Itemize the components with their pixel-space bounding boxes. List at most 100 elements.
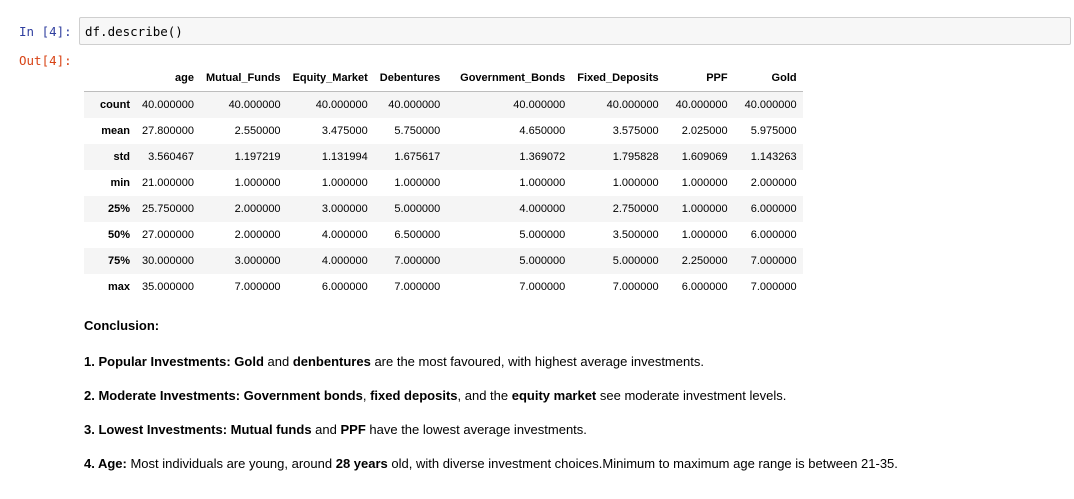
table-cell: 5.000000 (519, 255, 566, 267)
table-cell: 1.000000 (234, 177, 281, 189)
table-cell: 7.000000 (612, 281, 659, 293)
point-bold-text: Mutual funds (230, 422, 312, 437)
table-cell: 2.000000 (750, 177, 797, 189)
table-cell: 25.750000 (142, 203, 194, 215)
table-row: max 35.000000 7.000000 6.000000 7.000000 7.00… (84, 274, 803, 300)
table-cell: 1.000000 (321, 177, 368, 189)
table-cell: 5.000000 (519, 229, 566, 241)
table-row: count 40.000000 40.000000 40.000000 40.00000… (84, 91, 803, 118)
point-bold-text: PPF (340, 422, 366, 437)
table-cell: 2.025000 (681, 125, 728, 137)
point-text: and (263, 354, 293, 369)
table-cell: 2.000000 (234, 203, 281, 215)
column-header-debentures: Debentures (379, 72, 441, 84)
point-bold-text: 28 years (335, 456, 388, 471)
table-cell: 1.795828 (612, 151, 659, 163)
table-cell: 4.000000 (519, 203, 566, 215)
table-cell: 1.131994 (321, 151, 368, 163)
table-cell: 1.675617 (394, 151, 441, 163)
point-title: 3. Lowest Investments: (84, 422, 228, 437)
point-title: 2. Moderate Investments: (84, 388, 241, 403)
table-cell: 5.750000 (394, 125, 441, 137)
table-cell: 40.000000 (388, 99, 441, 111)
table-cell: 6.000000 (681, 281, 728, 293)
table-cell: 6.500000 (394, 229, 441, 241)
table-cell: 7.000000 (750, 281, 797, 293)
table-cell: 1.000000 (681, 229, 728, 241)
table-cell: 40.000000 (606, 99, 659, 111)
column-header-equity-market: Equity_Market (292, 72, 368, 84)
table-cell: 2.250000 (681, 255, 728, 267)
table-cell: 5.975000 (750, 125, 797, 137)
row-index-label: max (107, 281, 130, 293)
input-prompt: In [4]: (19, 24, 72, 39)
table-cell: 1.000000 (681, 203, 728, 215)
table-cell: 3.560467 (148, 151, 194, 163)
point-bold-text: denbentures (292, 354, 371, 369)
conclusion-point-lowest: 3. Lowest Investments: Mutual funds and … (84, 422, 1064, 438)
table-cell: 40.000000 (744, 99, 797, 111)
describe-table: age Mutual_Funds Equity_Market Debenture… (84, 65, 803, 300)
index-header (84, 65, 136, 92)
code-text[interactable]: df.describe() (85, 24, 183, 39)
table-cell: 6.000000 (750, 229, 797, 241)
table-cell: 5.000000 (612, 255, 659, 267)
table-cell: 7.000000 (519, 281, 566, 293)
point-bold-text: Gold (234, 354, 264, 369)
table-cell: 2.550000 (234, 125, 281, 137)
table-cell: 27.000000 (142, 229, 194, 241)
table-cell: 2.750000 (612, 203, 659, 215)
point-title: 1. Popular Investments: (84, 354, 231, 369)
point-text: , (362, 388, 371, 403)
table-cell: 7.000000 (750, 255, 797, 267)
point-text: old, with diverse investment choices.Min… (387, 456, 898, 471)
table-cell: 1.143263 (750, 151, 797, 163)
table-cell: 2.000000 (234, 229, 281, 241)
point-text: see moderate investment levels. (596, 388, 787, 403)
column-header-government-bonds: Government_Bonds (460, 72, 566, 84)
point-text: , and the (457, 388, 512, 403)
table-cell: 35.000000 (142, 281, 194, 293)
table-cell: 6.000000 (321, 281, 368, 293)
table-cell: 1.000000 (519, 177, 566, 189)
table-row: 25% 25.750000 2.000000 3.000000 5.000000 4.00… (84, 196, 803, 222)
table-cell: 40.000000 (675, 99, 728, 111)
table-header-row: age Mutual_Funds Equity_Market Debenture… (84, 65, 803, 92)
conclusion-heading: Conclusion: (84, 318, 160, 333)
row-index-label: 25% (107, 203, 130, 215)
table-cell: 40.000000 (228, 99, 281, 111)
table-cell: 7.000000 (394, 281, 441, 293)
table-cell: 7.000000 (234, 281, 281, 293)
column-header-gold: Gold (771, 72, 797, 84)
table-cell: 40.000000 (315, 99, 368, 111)
table-cell: 1.369072 (519, 151, 566, 163)
table-cell: 27.800000 (142, 125, 194, 137)
table-row: 50% 27.000000 2.000000 4.000000 6.500000 5.00… (84, 222, 803, 248)
conclusion-section: Conclusion: 1. Popular Investments: Gold… (84, 318, 1064, 490)
table-cell: 1.609069 (681, 151, 728, 163)
table-cell: 1.197219 (234, 151, 281, 163)
column-header-ppf: PPF (706, 72, 728, 84)
conclusion-point-age: 4. Age: Most individuals are young, arou… (84, 456, 1064, 472)
table-cell: 1.000000 (681, 177, 728, 189)
table-cell: 40.000000 (513, 99, 566, 111)
table-cell: 6.000000 (750, 203, 797, 215)
table-cell: 4.000000 (321, 229, 368, 241)
output-prompt: Out[4]: (19, 53, 72, 68)
column-header-fixed-deposits: Fixed_Deposits (577, 72, 659, 84)
point-bold-text: equity market (511, 388, 597, 403)
table-cell: 3.000000 (234, 255, 281, 267)
row-index-label: mean (101, 125, 130, 137)
table-row: 75% 30.000000 3.000000 4.000000 7.000000 5.00… (84, 248, 803, 274)
table-row: min 21.000000 1.000000 1.000000 1.000000 1.00… (84, 170, 803, 196)
table-cell: 4.650000 (519, 125, 566, 137)
table-row: mean 27.800000 2.550000 3.475000 5.750000 4.6… (84, 118, 803, 144)
point-text: and (311, 422, 341, 437)
table-cell: 4.000000 (321, 255, 368, 267)
conclusion-point-popular: 1. Popular Investments: Gold and denbent… (84, 354, 1064, 370)
table-cell: 3.475000 (321, 125, 368, 137)
table-cell: 1.000000 (612, 177, 659, 189)
column-header-age: age (175, 72, 194, 84)
code-cell[interactable]: df.describe() (79, 17, 1071, 45)
table-cell: 3.500000 (612, 229, 659, 241)
